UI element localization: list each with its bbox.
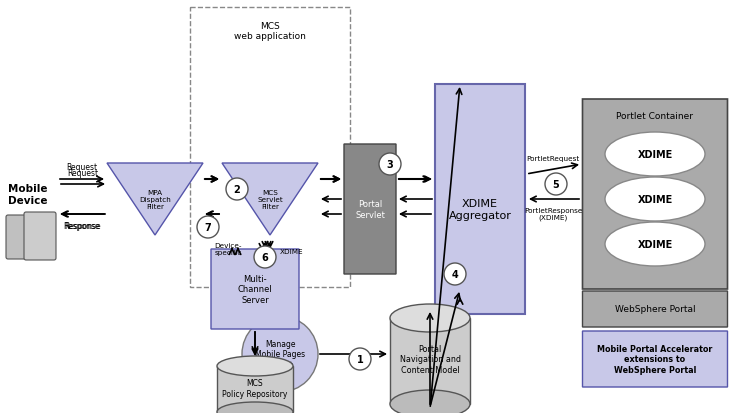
FancyBboxPatch shape (582, 291, 727, 327)
Text: WebSphere Portal: WebSphere Portal (615, 305, 696, 314)
Text: Manage
Mobile Pages
portlet: Manage Mobile Pages portlet (255, 339, 305, 369)
FancyBboxPatch shape (582, 100, 727, 289)
Circle shape (197, 216, 219, 238)
Text: MCS
Policy Repository: MCS Policy Repository (222, 378, 288, 398)
Ellipse shape (605, 223, 705, 266)
Text: 2: 2 (234, 185, 240, 195)
Text: Response: Response (64, 221, 101, 230)
Text: 6: 6 (262, 252, 269, 262)
Text: Request: Request (67, 169, 98, 178)
Circle shape (545, 173, 567, 195)
Text: MCS
web application: MCS web application (234, 22, 306, 41)
Text: 4: 4 (451, 269, 458, 279)
Text: Response: Response (64, 221, 101, 230)
Text: 3: 3 (386, 159, 394, 170)
Text: PortletRequest: PortletRequest (526, 156, 579, 161)
Circle shape (226, 178, 248, 201)
Ellipse shape (390, 304, 470, 332)
Text: Portlet Container: Portlet Container (616, 112, 693, 121)
Text: Request: Request (67, 163, 98, 171)
Text: Mobile
Device: Mobile Device (8, 184, 48, 205)
Text: XDIME: XDIME (280, 248, 303, 254)
Text: Portal
Navigation and
Content Model: Portal Navigation and Content Model (400, 344, 460, 374)
Polygon shape (222, 164, 318, 235)
Circle shape (379, 154, 401, 176)
Text: XDIME: XDIME (637, 150, 673, 159)
Ellipse shape (390, 390, 470, 413)
Circle shape (349, 348, 371, 370)
Text: Multi-
Channel
Server: Multi- Channel Server (238, 274, 272, 304)
Circle shape (254, 247, 276, 268)
Text: Mobile Portal Accelerator
extensions to
WebSphere Portal: Mobile Portal Accelerator extensions to … (597, 344, 713, 374)
Text: XDIME
Aggregator: XDIME Aggregator (448, 199, 511, 220)
Bar (190, 8, 350, 287)
FancyBboxPatch shape (211, 249, 299, 329)
Circle shape (242, 316, 318, 392)
Text: XDIME: XDIME (637, 240, 673, 249)
Text: Portal
Servlet: Portal Servlet (355, 200, 385, 219)
Bar (390, 318, 470, 404)
Text: Device-
specific: Device- specific (215, 243, 242, 256)
Bar (217, 366, 293, 412)
Polygon shape (107, 164, 203, 235)
FancyBboxPatch shape (6, 216, 30, 259)
Ellipse shape (605, 178, 705, 221)
Text: 7: 7 (205, 223, 212, 233)
Text: MPA
Dispatch
Filter: MPA Dispatch Filter (139, 190, 171, 209)
FancyBboxPatch shape (435, 85, 525, 314)
Text: 1: 1 (357, 354, 363, 364)
Text: PortletResponse
(XDIME): PortletResponse (XDIME) (524, 207, 582, 221)
Text: MCS
Servlet
Filter: MCS Servlet Filter (257, 190, 283, 209)
Text: 5: 5 (553, 180, 559, 190)
Ellipse shape (605, 133, 705, 177)
Ellipse shape (217, 402, 293, 413)
FancyBboxPatch shape (582, 331, 727, 387)
FancyBboxPatch shape (24, 212, 56, 260)
FancyBboxPatch shape (344, 145, 396, 274)
Circle shape (444, 263, 466, 285)
Text: XDIME: XDIME (637, 195, 673, 204)
Ellipse shape (217, 356, 293, 376)
